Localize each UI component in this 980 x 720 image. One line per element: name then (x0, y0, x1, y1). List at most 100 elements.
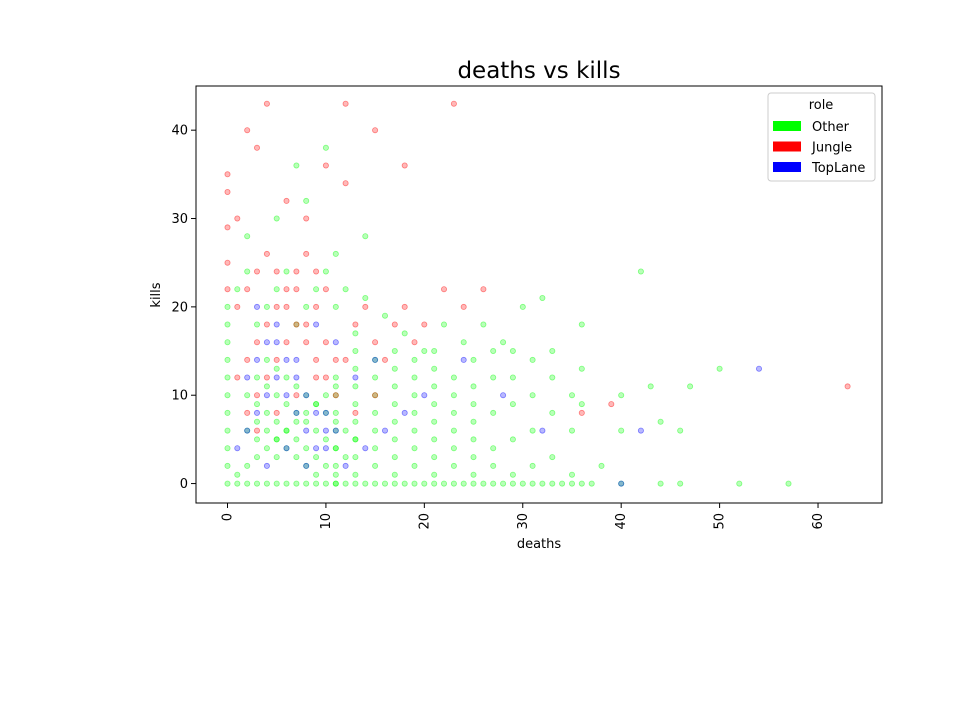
data-point-toplane (273, 374, 280, 381)
data-point-toplane (283, 445, 290, 452)
data-point-other (490, 347, 497, 354)
data-point-jungle (362, 303, 369, 310)
data-point-toplane (539, 427, 546, 434)
data-point-other (450, 462, 457, 469)
data-point-jungle (322, 162, 329, 169)
data-point-other (234, 480, 241, 487)
data-point-other (569, 427, 576, 434)
data-point-other (263, 409, 270, 416)
data-point-other (342, 427, 349, 434)
data-point-other (273, 480, 280, 487)
data-point-jungle (224, 188, 231, 195)
data-point-other (529, 356, 536, 363)
data-point-other (263, 427, 270, 434)
data-point-other (509, 401, 516, 408)
data-point-other (342, 454, 349, 461)
data-point-other (411, 374, 418, 381)
data-point-jungle (322, 374, 329, 381)
data-point-other (549, 374, 556, 381)
data-point-toplane (303, 462, 310, 469)
data-point-jungle (293, 268, 300, 275)
data-point-other (411, 427, 418, 434)
data-point-other (431, 365, 438, 372)
x-axis-ticks: 0 10 20 30 40 50 60 (220, 503, 826, 530)
data-point-other (362, 233, 369, 240)
data-point-other (391, 454, 398, 461)
data-point-other (313, 401, 320, 408)
data-point-other (253, 418, 260, 425)
data-point-other (273, 436, 280, 443)
data-point-other (559, 480, 566, 487)
data-point-other (352, 436, 359, 443)
data-point-other (352, 365, 359, 372)
data-point-other (460, 480, 467, 487)
data-point-other (381, 480, 388, 487)
data-point-other (480, 321, 487, 328)
data-point-other (598, 462, 605, 469)
data-point-other (372, 480, 379, 487)
data-point-jungle (263, 250, 270, 257)
data-point-jungle (253, 339, 260, 346)
data-point-other (332, 445, 339, 452)
data-point-other (578, 321, 585, 328)
data-point-other (578, 365, 585, 372)
data-point-other (224, 356, 231, 363)
data-point-other (431, 418, 438, 425)
data-point-other (509, 436, 516, 443)
legend-title: role (809, 98, 834, 113)
data-point-other (549, 409, 556, 416)
data-point-other (352, 383, 359, 390)
data-point-other (342, 480, 349, 487)
legend-swatch-jungle (773, 141, 801, 152)
data-point-other (490, 445, 497, 452)
data-point-other (411, 409, 418, 416)
data-point-jungle (322, 286, 329, 293)
data-point-other (450, 445, 457, 452)
data-point-other (332, 480, 339, 487)
legend-swatch-toplane (773, 162, 801, 172)
data-point-other (224, 321, 231, 328)
data-point-toplane (352, 374, 359, 381)
data-point-other (372, 409, 379, 416)
data-point-jungle (401, 303, 408, 310)
data-point-jungle (273, 409, 280, 416)
data-point-jungle (273, 356, 280, 363)
data-point-toplane (253, 356, 260, 363)
data-point-toplane (756, 365, 763, 372)
data-point-jungle (342, 180, 349, 187)
data-point-other (500, 339, 507, 346)
data-point-other (224, 409, 231, 416)
data-point-jungle (273, 303, 280, 310)
data-point-other (490, 462, 497, 469)
data-point-toplane (332, 339, 339, 346)
data-point-jungle (234, 374, 241, 381)
data-point-other (519, 480, 526, 487)
data-point-other (263, 445, 270, 452)
data-point-other (391, 347, 398, 354)
data-point-toplane (273, 339, 280, 346)
data-point-other (500, 480, 507, 487)
data-point-jungle (421, 321, 428, 328)
data-point-other (578, 401, 585, 408)
data-point-other (352, 347, 359, 354)
data-point-other (618, 392, 625, 399)
data-point-jungle (608, 401, 615, 408)
data-point-other (450, 480, 457, 487)
data-point-other (234, 471, 241, 478)
data-point-other (490, 374, 497, 381)
data-point-jungle (844, 383, 851, 390)
data-point-jungle (303, 339, 310, 346)
data-point-other (283, 374, 290, 381)
x-tick-label: 30 (516, 513, 531, 530)
data-point-other (224, 480, 231, 487)
data-point-jungle (224, 224, 231, 231)
data-point-toplane (303, 427, 310, 434)
data-point-other (332, 480, 339, 487)
data-point-other (313, 471, 320, 478)
data-point-other (273, 215, 280, 222)
legend-swatch-other (773, 121, 801, 131)
data-point-other (529, 462, 536, 469)
data-point-other (372, 427, 379, 434)
data-point-other (529, 392, 536, 399)
